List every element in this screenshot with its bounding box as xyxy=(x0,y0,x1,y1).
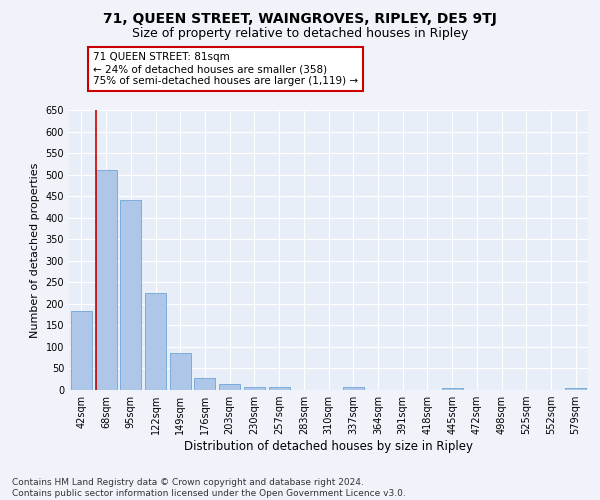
Bar xyxy=(442,388,463,390)
Bar xyxy=(95,170,116,390)
Bar xyxy=(120,200,141,390)
Bar xyxy=(194,378,215,390)
Bar xyxy=(219,384,240,390)
Bar xyxy=(269,388,290,390)
Text: 71, QUEEN STREET, WAINGROVES, RIPLEY, DE5 9TJ: 71, QUEEN STREET, WAINGROVES, RIPLEY, DE… xyxy=(103,12,497,26)
Text: Contains HM Land Registry data © Crown copyright and database right 2024.
Contai: Contains HM Land Registry data © Crown c… xyxy=(12,478,406,498)
X-axis label: Distribution of detached houses by size in Ripley: Distribution of detached houses by size … xyxy=(184,440,473,453)
Bar xyxy=(343,386,364,390)
Bar xyxy=(145,293,166,390)
Text: Size of property relative to detached houses in Ripley: Size of property relative to detached ho… xyxy=(132,28,468,40)
Text: 71 QUEEN STREET: 81sqm
← 24% of detached houses are smaller (358)
75% of semi-de: 71 QUEEN STREET: 81sqm ← 24% of detached… xyxy=(93,52,358,86)
Y-axis label: Number of detached properties: Number of detached properties xyxy=(30,162,40,338)
Bar xyxy=(170,354,191,390)
Bar xyxy=(71,311,92,390)
Bar xyxy=(244,386,265,390)
Bar xyxy=(565,388,586,390)
